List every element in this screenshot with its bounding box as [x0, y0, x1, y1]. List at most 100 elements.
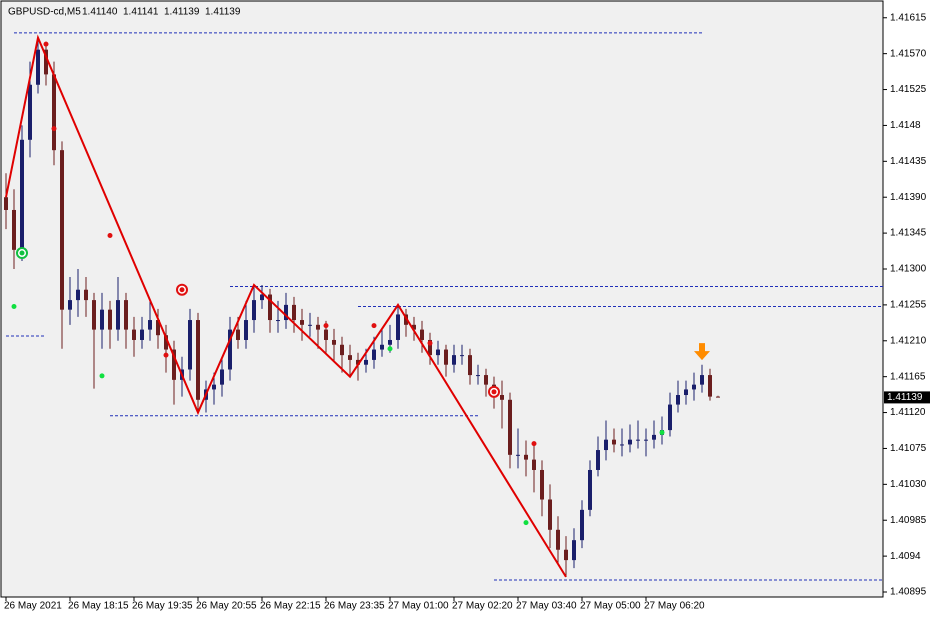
candle-body [20, 139, 24, 250]
candle-body [76, 289, 80, 301]
candle-body [420, 329, 424, 340]
candle-body [580, 509, 584, 541]
candle-body [100, 309, 104, 330]
candle-body [636, 439, 640, 441]
candle-body [276, 320, 280, 322]
y-tick-label: 1.41390 [890, 192, 927, 203]
y-tick-label: 1.41570 [890, 48, 927, 59]
candle-body [228, 329, 232, 370]
candle-body [68, 300, 72, 310]
sell-dots [531, 441, 537, 447]
signal-center [491, 389, 497, 395]
candle-body [36, 49, 40, 85]
candle-body [284, 304, 288, 321]
y-tick-label: 1.41165 [890, 371, 926, 382]
y-tick-label: 1.41030 [890, 479, 927, 490]
candle-body [604, 439, 608, 451]
candle-body [244, 320, 248, 340]
ohlc-value: 1.41140 [82, 7, 118, 18]
candle-body [140, 329, 144, 340]
candle-body [460, 355, 464, 357]
candle-body [708, 375, 712, 397]
x-tick-label: 27 May 05:00 [580, 601, 641, 612]
candle-body [260, 294, 264, 301]
candle-body [332, 339, 336, 345]
candle-body [692, 384, 696, 390]
candle-body [212, 384, 216, 390]
buy-dots [387, 346, 393, 352]
candle-body [700, 375, 704, 385]
candle-body [556, 529, 560, 550]
plot-area [0, 0, 884, 598]
x-tick-label: 27 May 06:20 [644, 601, 705, 612]
sell-dots [323, 323, 329, 329]
sell-dots [43, 41, 49, 47]
x-tick-label: 27 May 03:40 [516, 601, 577, 612]
buy-dots [99, 373, 105, 379]
candle-body [588, 469, 592, 510]
ohlc-value: 1.41139 [205, 7, 241, 18]
x-tick-label: 26 May 2021 [4, 601, 62, 612]
candle-body [412, 324, 416, 330]
candle-body [548, 499, 552, 530]
candle-body [484, 375, 488, 385]
y-tick-label: 1.41300 [890, 264, 927, 275]
y-tick-label: 1.40985 [890, 515, 927, 526]
x-tick-label: 26 May 18:15 [68, 601, 129, 612]
candle-body [324, 329, 328, 340]
y-tick-label: 1.40895 [890, 587, 927, 598]
candle-body [364, 359, 368, 365]
ohlc-value: 1.41139 [164, 7, 200, 18]
buy-dots [11, 303, 17, 309]
x-tick-label: 26 May 20:55 [196, 601, 257, 612]
candle-body [668, 404, 672, 431]
candle-body [596, 450, 600, 470]
candle-body [340, 344, 344, 356]
candle-body [436, 349, 440, 356]
candle-body [164, 335, 168, 350]
candle-body [612, 439, 616, 445]
x-tick-label: 26 May 22:15 [260, 601, 321, 612]
sell-dots [427, 340, 433, 346]
candle-body [44, 49, 48, 75]
signal-center [179, 287, 185, 293]
candle-body [508, 399, 512, 455]
y-tick-label: 1.4094 [890, 551, 921, 562]
y-tick-label: 1.41435 [890, 156, 927, 167]
y-tick-label: 1.41615 [890, 12, 927, 23]
candle-body [372, 349, 376, 360]
y-tick-label: 1.41210 [890, 335, 927, 346]
candle-body [108, 309, 112, 330]
x-tick-label: 26 May 23:35 [324, 601, 385, 612]
candle-body [4, 197, 8, 210]
price-label-box [884, 391, 930, 404]
candle-body [172, 349, 176, 380]
x-tick-label: 27 May 02:20 [452, 601, 513, 612]
signal-center [19, 250, 25, 256]
sell-dots [371, 323, 377, 329]
candle-body [28, 84, 32, 140]
x-tick-label: 26 May 19:35 [132, 601, 193, 612]
candle-body [124, 300, 128, 330]
candle-body [148, 320, 152, 330]
buy-dots [659, 429, 665, 435]
candle-body [156, 320, 160, 336]
candle-body [564, 549, 568, 561]
candle-body [396, 314, 400, 340]
candle-body [684, 389, 688, 396]
candle-body [236, 329, 240, 340]
y-tick-label: 1.41525 [890, 84, 927, 95]
candle-body [468, 355, 472, 376]
candle-body [84, 289, 88, 301]
candle-body [524, 454, 528, 460]
candle-body [220, 369, 224, 385]
candle-body [620, 444, 624, 446]
candle-body [292, 304, 296, 321]
ohlc-value: 1.41141 [123, 7, 159, 18]
candle-body [516, 454, 520, 456]
zigzag-line [5, 34, 567, 578]
y-tick-label: 1.41120 [890, 407, 926, 418]
candle-body [52, 74, 56, 151]
candle-body [540, 469, 544, 500]
